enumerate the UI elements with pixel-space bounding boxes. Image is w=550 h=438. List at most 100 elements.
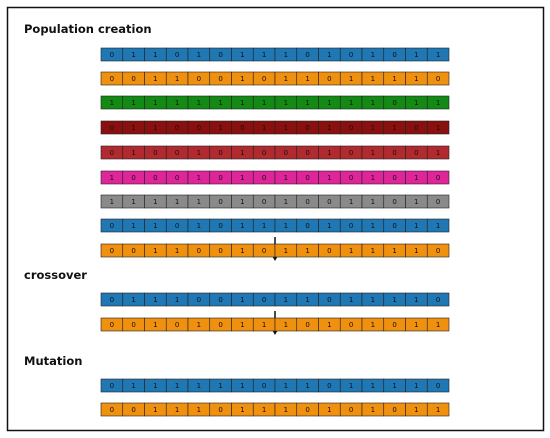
- bit-value: 0: [392, 99, 396, 107]
- bit-value: 0: [392, 198, 396, 206]
- bit-value: 0: [349, 406, 353, 414]
- bit-value: 1: [284, 198, 288, 206]
- bit-value: 1: [327, 222, 331, 230]
- bit-value: 1: [436, 99, 440, 107]
- bit-value: 1: [305, 75, 309, 83]
- bit-value: 1: [240, 51, 244, 59]
- bit-value: 1: [371, 382, 375, 390]
- bit-value: 1: [371, 247, 375, 255]
- bit-value: 0: [392, 406, 396, 414]
- bit-value: 1: [131, 222, 135, 230]
- bit-value: 0: [392, 149, 396, 157]
- bit-cell: [426, 95, 450, 110]
- bit-value: 1: [436, 149, 440, 157]
- bit-value: 0: [153, 149, 157, 157]
- bit-value: 1: [284, 382, 288, 390]
- bit-value: 0: [349, 222, 353, 230]
- bit-value: 1: [218, 382, 222, 390]
- bit-value: 1: [262, 124, 266, 132]
- bit-value: 1: [131, 124, 135, 132]
- bit-value: 1: [110, 174, 114, 182]
- bit-value: 0: [284, 149, 288, 157]
- bit-cell: [426, 378, 450, 393]
- bit-value: 1: [153, 198, 157, 206]
- bit-value: 1: [153, 51, 157, 59]
- bit-value: 1: [153, 382, 157, 390]
- bit-value: 1: [371, 51, 375, 59]
- bit-value: 0: [218, 198, 222, 206]
- bit-value: 1: [262, 51, 266, 59]
- bit-value: 1: [153, 75, 157, 83]
- bit-value: 0: [218, 51, 222, 59]
- bit-value: 0: [436, 198, 440, 206]
- bit-value: 1: [392, 124, 396, 132]
- bit-value: 0: [327, 247, 331, 255]
- bit-value: 0: [197, 296, 201, 304]
- bit-value: 1: [284, 321, 288, 329]
- bit-value: 1: [349, 198, 353, 206]
- bit-value: 1: [414, 51, 418, 59]
- bit-value: 1: [327, 149, 331, 157]
- bit-value: 1: [284, 124, 288, 132]
- bit-value: 1: [110, 198, 114, 206]
- section-title: Population creation: [24, 22, 152, 36]
- bit-value: 1: [371, 321, 375, 329]
- bit-value: 1: [153, 99, 157, 107]
- bit-value: 0: [218, 296, 222, 304]
- bit-value: 0: [305, 51, 309, 59]
- bit-value: 0: [327, 382, 331, 390]
- bit-value: 0: [392, 51, 396, 59]
- bit-value: 1: [240, 247, 244, 255]
- bit-value: 0: [436, 174, 440, 182]
- bit-value: 1: [371, 222, 375, 230]
- bit-value: 0: [436, 296, 440, 304]
- bit-cell: [426, 218, 450, 233]
- bit-value: 0: [305, 198, 309, 206]
- bit-value: 1: [371, 75, 375, 83]
- bit-value: 0: [218, 222, 222, 230]
- bit-value: 0: [436, 382, 440, 390]
- bit-value: 1: [175, 382, 179, 390]
- bit-value: 1: [392, 75, 396, 83]
- bit-value: 0: [218, 149, 222, 157]
- bit-value: 0: [175, 124, 179, 132]
- bit-value: 0: [262, 75, 266, 83]
- bit-value: 0: [218, 247, 222, 255]
- bit-value: 1: [305, 99, 309, 107]
- bit-value: 0: [262, 247, 266, 255]
- bit-value: 1: [175, 247, 179, 255]
- bit-value: 1: [175, 99, 179, 107]
- bit-value: 1: [240, 321, 244, 329]
- bit-value: 0: [110, 382, 114, 390]
- bit-value: 1: [153, 296, 157, 304]
- bit-value: 1: [349, 296, 353, 304]
- bit-value: 0: [218, 321, 222, 329]
- bit-value: 1: [284, 222, 288, 230]
- bit-cell: [426, 194, 450, 209]
- bit-value: 1: [218, 99, 222, 107]
- bit-value: 1: [240, 198, 244, 206]
- bit-value: 0: [197, 124, 201, 132]
- bit-value: 1: [153, 406, 157, 414]
- bit-value: 1: [349, 75, 353, 83]
- bit-value: 1: [305, 296, 309, 304]
- bit-value: 0: [197, 247, 201, 255]
- bit-value: 1: [131, 51, 135, 59]
- bit-value: 0: [349, 124, 353, 132]
- bit-value: 1: [414, 198, 418, 206]
- bit-cell: [426, 47, 450, 62]
- bit-value: 0: [153, 174, 157, 182]
- bit-cell: [426, 243, 450, 258]
- bit-value: 1: [284, 296, 288, 304]
- bit-value: 1: [414, 75, 418, 83]
- bit-value: 1: [284, 174, 288, 182]
- bit-value: 1: [414, 321, 418, 329]
- bit-value: 1: [436, 222, 440, 230]
- bit-value: 1: [284, 99, 288, 107]
- bit-value: 1: [349, 382, 353, 390]
- bit-value: 1: [414, 296, 418, 304]
- bit-value: 1: [392, 382, 396, 390]
- bit-value: 1: [262, 222, 266, 230]
- bit-value: 0: [327, 198, 331, 206]
